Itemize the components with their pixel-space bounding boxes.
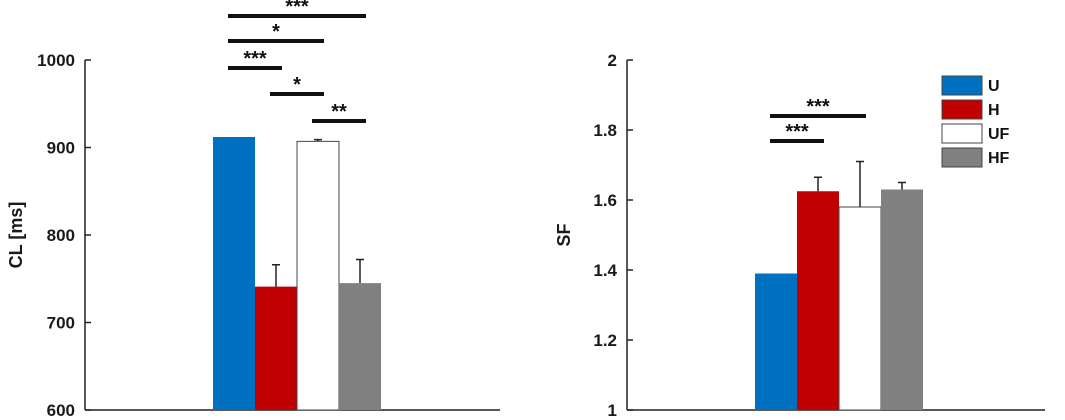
- bar-h: [797, 191, 839, 410]
- legend-swatch: [941, 123, 983, 144]
- legend-label: H: [988, 102, 1000, 119]
- bar-hf: [339, 283, 381, 410]
- legend-label: U: [988, 78, 1000, 95]
- significance-label: **: [331, 101, 347, 123]
- y-axis-label: SF: [554, 223, 574, 246]
- significance-label: ***: [785, 121, 809, 143]
- y-tick-label: 700: [47, 314, 75, 333]
- bar-h: [255, 286, 297, 410]
- legend-label: UF: [988, 126, 1010, 143]
- y-axis-label: CL [ms]: [6, 202, 26, 269]
- y-tick-label: 1.6: [593, 191, 617, 210]
- bar-u: [755, 273, 797, 410]
- significance-label: ***: [243, 48, 267, 70]
- y-tick-label: 1.8: [593, 121, 617, 140]
- y-tick-label: 1: [608, 401, 617, 420]
- bar-u: [213, 137, 255, 410]
- y-tick-label: 2: [608, 51, 617, 70]
- significance-label: *: [272, 21, 280, 43]
- y-tick-label: 900: [47, 139, 75, 158]
- significance-label: ***: [806, 96, 830, 118]
- y-tick-label: 1.4: [593, 261, 617, 280]
- significance-label: *: [293, 74, 301, 96]
- legend-label: HF: [988, 150, 1010, 167]
- chart-panel-2: 1 1.2 1.4 1.6 1.8 2 SF *** *** UH UF HF: [554, 51, 1045, 420]
- significance-label: ***: [285, 0, 309, 18]
- y-tick-label: 600: [47, 401, 75, 420]
- y-tick-label: 1.2: [593, 331, 617, 350]
- legend-swatch: [941, 99, 983, 120]
- y-tick-label: 1000: [37, 51, 75, 70]
- y-tick-label: 800: [47, 226, 75, 245]
- bar-uf: [296, 140, 340, 411]
- bar-hf: [881, 189, 923, 410]
- bar-uf: [838, 206, 882, 411]
- legend-swatch: [941, 147, 983, 168]
- legend-swatch: [941, 75, 983, 96]
